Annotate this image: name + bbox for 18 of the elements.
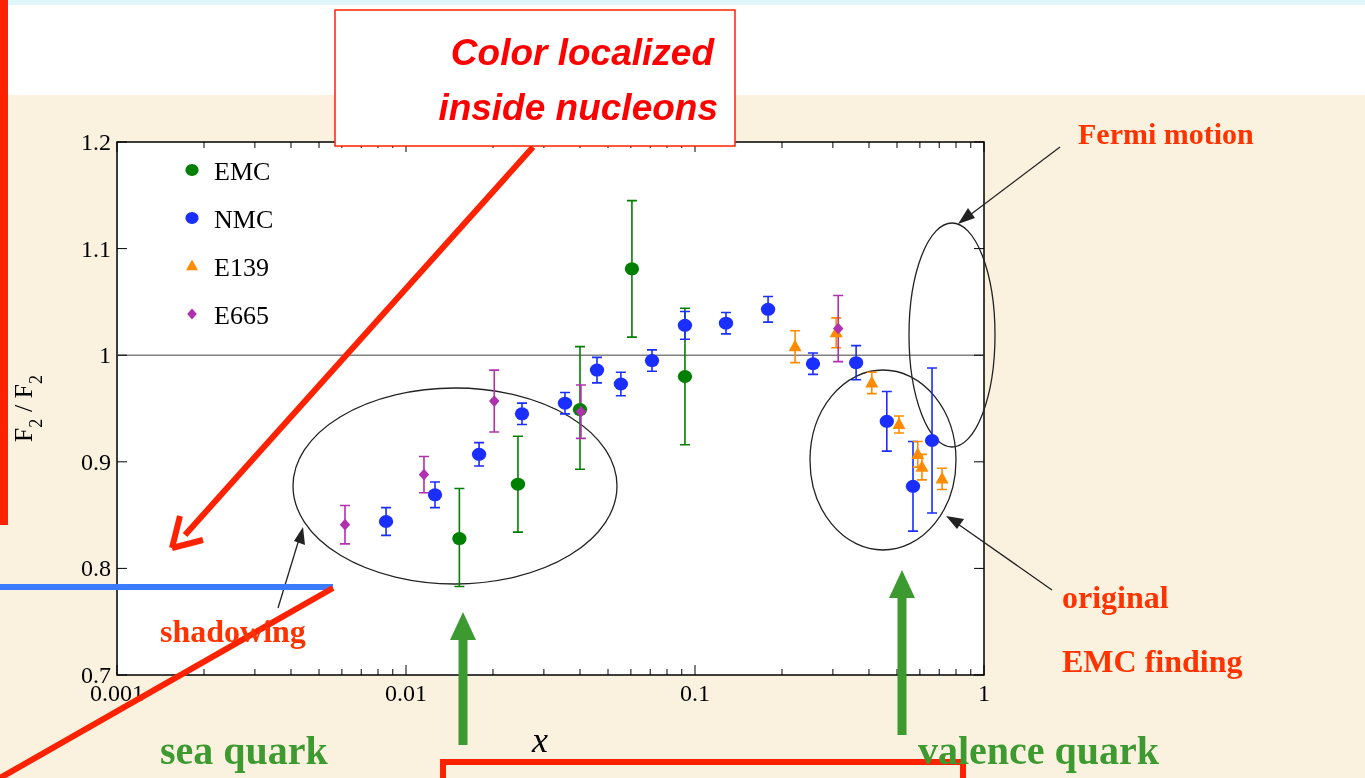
text: sea quark: [160, 728, 329, 773]
legend-label: NMC: [214, 205, 274, 234]
x-tick-label: 0.01: [385, 680, 427, 706]
x-tick-label: 1: [978, 680, 990, 706]
x-axis-title: x: [531, 720, 549, 760]
text: Color localized inside nucleons: [438, 32, 718, 128]
y-tick-label: 1.2: [81, 129, 111, 155]
text: valence quark: [918, 728, 1160, 773]
x-tick-label: 0.1: [680, 680, 710, 706]
y-tick-label: 0.9: [81, 448, 111, 475]
y-tick-label: 0.8: [81, 555, 111, 582]
y-tick-label: 1: [99, 342, 111, 369]
legend-label: E665: [214, 301, 269, 330]
legend-label: EMC: [214, 157, 271, 186]
legend-label: E139: [214, 253, 269, 282]
text: original EMC finding: [1062, 579, 1243, 679]
y-tick-label: 1.1: [81, 235, 111, 262]
text: Fermi motion: [1078, 117, 1255, 150]
